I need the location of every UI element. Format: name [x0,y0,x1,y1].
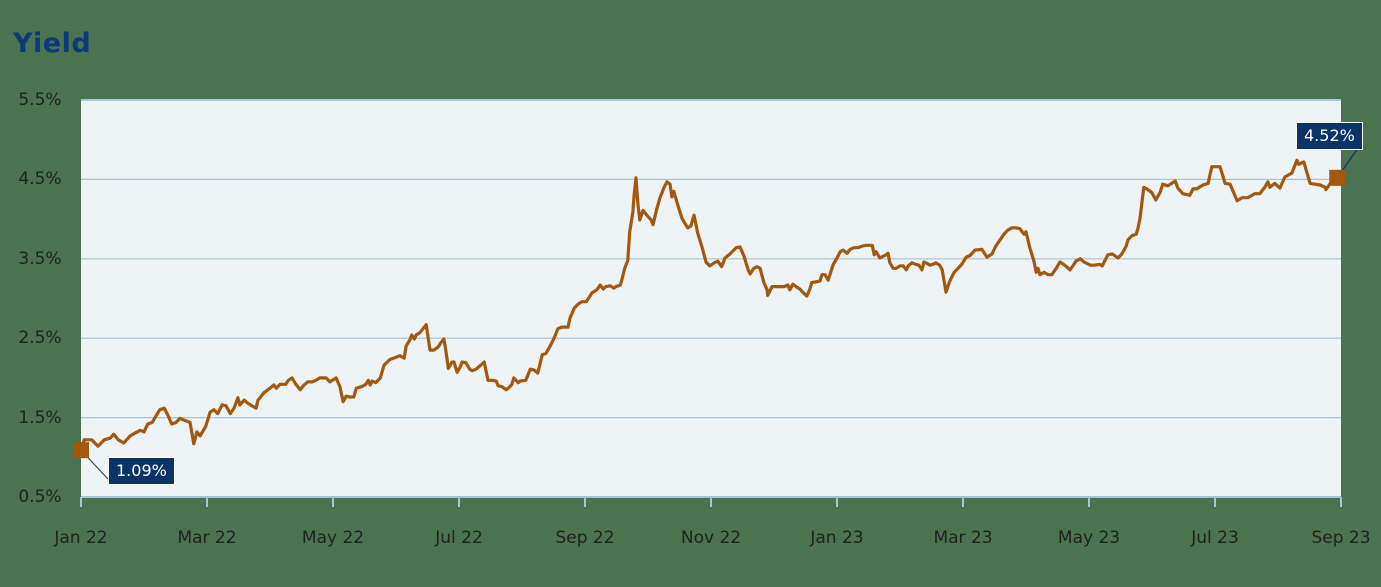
y-tick-label: 1.5% [18,407,62,428]
x-tick-label: Nov 22 [680,528,742,548]
yield-line [79,158,1339,452]
chart-title: Yield [13,28,92,59]
y-tick-label: 0.5% [18,487,62,507]
start-point-marker [73,442,89,459]
x-tick-label: May 23 [1057,528,1121,548]
x-tick-label: Mar 22 [177,528,237,548]
y-tick-label: 5.5% [18,90,62,110]
x-tick-label: Mar 23 [933,528,993,548]
y-tick-label: 3.5% [18,248,62,269]
x-tick-label: Jul 23 [1191,528,1239,548]
x-tick-label: Jan 23 [810,528,864,548]
x-tick-label: May 22 [301,528,365,548]
x-tick-label: Jan 22 [54,528,108,548]
plot-area [81,100,1341,497]
x-tick-marks [80,497,1342,507]
y-tick-label: 4.5% [18,169,62,190]
end-point-marker [1329,169,1346,186]
x-tick-label: Jul 22 [435,528,483,548]
end-value-callout: 4.52% [1296,122,1363,150]
x-tick-label: Sep 22 [555,528,615,548]
start-value-callout: 1.09% [108,457,175,485]
x-tick-label: Sep 23 [1311,528,1371,548]
y-tick-label: 2.5% [18,328,62,349]
